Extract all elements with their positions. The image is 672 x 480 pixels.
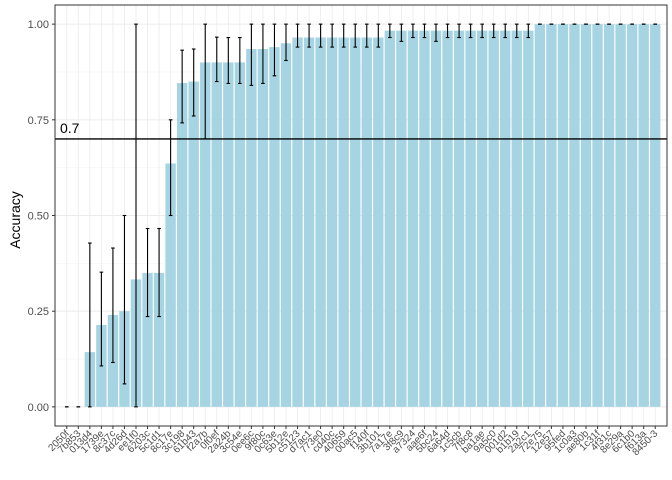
error-bar: [272, 23, 277, 77]
bar: [557, 24, 569, 407]
error-bar: [480, 23, 484, 39]
bar: [223, 62, 234, 407]
bar: [165, 163, 176, 407]
error-bar: [99, 271, 104, 367]
error-bar: [180, 49, 184, 124]
error-bar: [399, 23, 404, 42]
bar: [626, 24, 638, 407]
bar: [430, 30, 442, 407]
error-bar: [238, 36, 242, 85]
bar: [650, 24, 661, 407]
error-bar: [122, 214, 127, 385]
error-bar: [284, 23, 288, 62]
error-bar: [341, 23, 346, 48]
error-bars: [64, 23, 658, 408]
error-bar: [422, 23, 427, 39]
bar: [615, 24, 626, 407]
bar: [188, 81, 199, 407]
x-axis: 2050f7b853013d41739e8c37c4d26dee1f06203c…: [46, 426, 661, 458]
bar: [523, 30, 534, 407]
bar: [580, 24, 592, 407]
y-tick-label: 0.00: [28, 402, 49, 414]
bar: [338, 37, 349, 407]
bar: [465, 30, 476, 407]
bar: [269, 47, 280, 407]
bar: [546, 24, 557, 407]
bar: [476, 30, 488, 407]
error-bar: [514, 23, 519, 39]
error-bar: [388, 23, 392, 39]
bar: [384, 30, 396, 407]
bar: [569, 24, 580, 407]
bar: [453, 30, 465, 407]
bar: [534, 24, 546, 407]
bar: [419, 30, 430, 407]
error-bar: [307, 23, 311, 48]
error-bar: [445, 23, 450, 39]
bar: [200, 62, 211, 407]
bar: [638, 24, 649, 407]
error-bar: [353, 23, 358, 48]
error-bar: [491, 23, 496, 39]
bar: [292, 37, 303, 407]
bar: [500, 30, 511, 407]
bars: [61, 24, 661, 407]
error-bar: [434, 23, 438, 42]
error-bar: [88, 242, 92, 408]
error-bar: [318, 23, 323, 48]
bar: [592, 24, 603, 407]
error-bar: [295, 23, 300, 48]
error-bar: [111, 247, 115, 364]
y-tick-label: 0.25: [28, 306, 49, 318]
bar: [511, 30, 522, 407]
y-tick-label: 0.75: [28, 115, 49, 127]
bar: [176, 83, 188, 407]
bar: [407, 30, 419, 407]
error-bar: [330, 23, 334, 48]
bar: [373, 37, 384, 407]
bar: [326, 37, 338, 407]
error-bar: [157, 227, 161, 318]
error-bar: [249, 23, 254, 86]
bar: [315, 37, 326, 407]
y-axis: 0.00 0.25 0.50 0.75 1.00: [28, 19, 55, 414]
bar: [153, 272, 165, 407]
error-bar: [503, 23, 508, 39]
reference-line-label: 0.7: [60, 120, 80, 136]
y-tick-label: 1.00: [28, 19, 49, 31]
bar: [488, 30, 499, 407]
error-bar: [145, 227, 150, 318]
error-bar: [364, 23, 369, 48]
bar: [361, 37, 372, 407]
y-tick-label: 0.50: [28, 211, 49, 223]
bar: [303, 37, 315, 407]
error-bar: [134, 23, 138, 408]
error-bar: [457, 23, 461, 39]
bar: [234, 62, 246, 407]
error-bar: [526, 23, 531, 39]
error-bar: [376, 23, 381, 48]
bar: [257, 49, 269, 407]
bar: [211, 62, 222, 407]
bar: [350, 37, 361, 407]
bar: [280, 43, 292, 407]
bar: [603, 24, 615, 407]
error-bar: [214, 36, 219, 83]
error-bar: [226, 36, 231, 85]
bar: [246, 49, 257, 407]
error-bar: [168, 119, 173, 217]
error-bar: [468, 23, 473, 39]
bar: [142, 272, 153, 407]
y-axis-title: Accuracy: [7, 191, 23, 249]
bar: [442, 30, 453, 407]
error-bar: [411, 23, 415, 39]
error-bar: [261, 23, 265, 85]
error-bar: [191, 48, 196, 117]
bar: [396, 30, 407, 407]
